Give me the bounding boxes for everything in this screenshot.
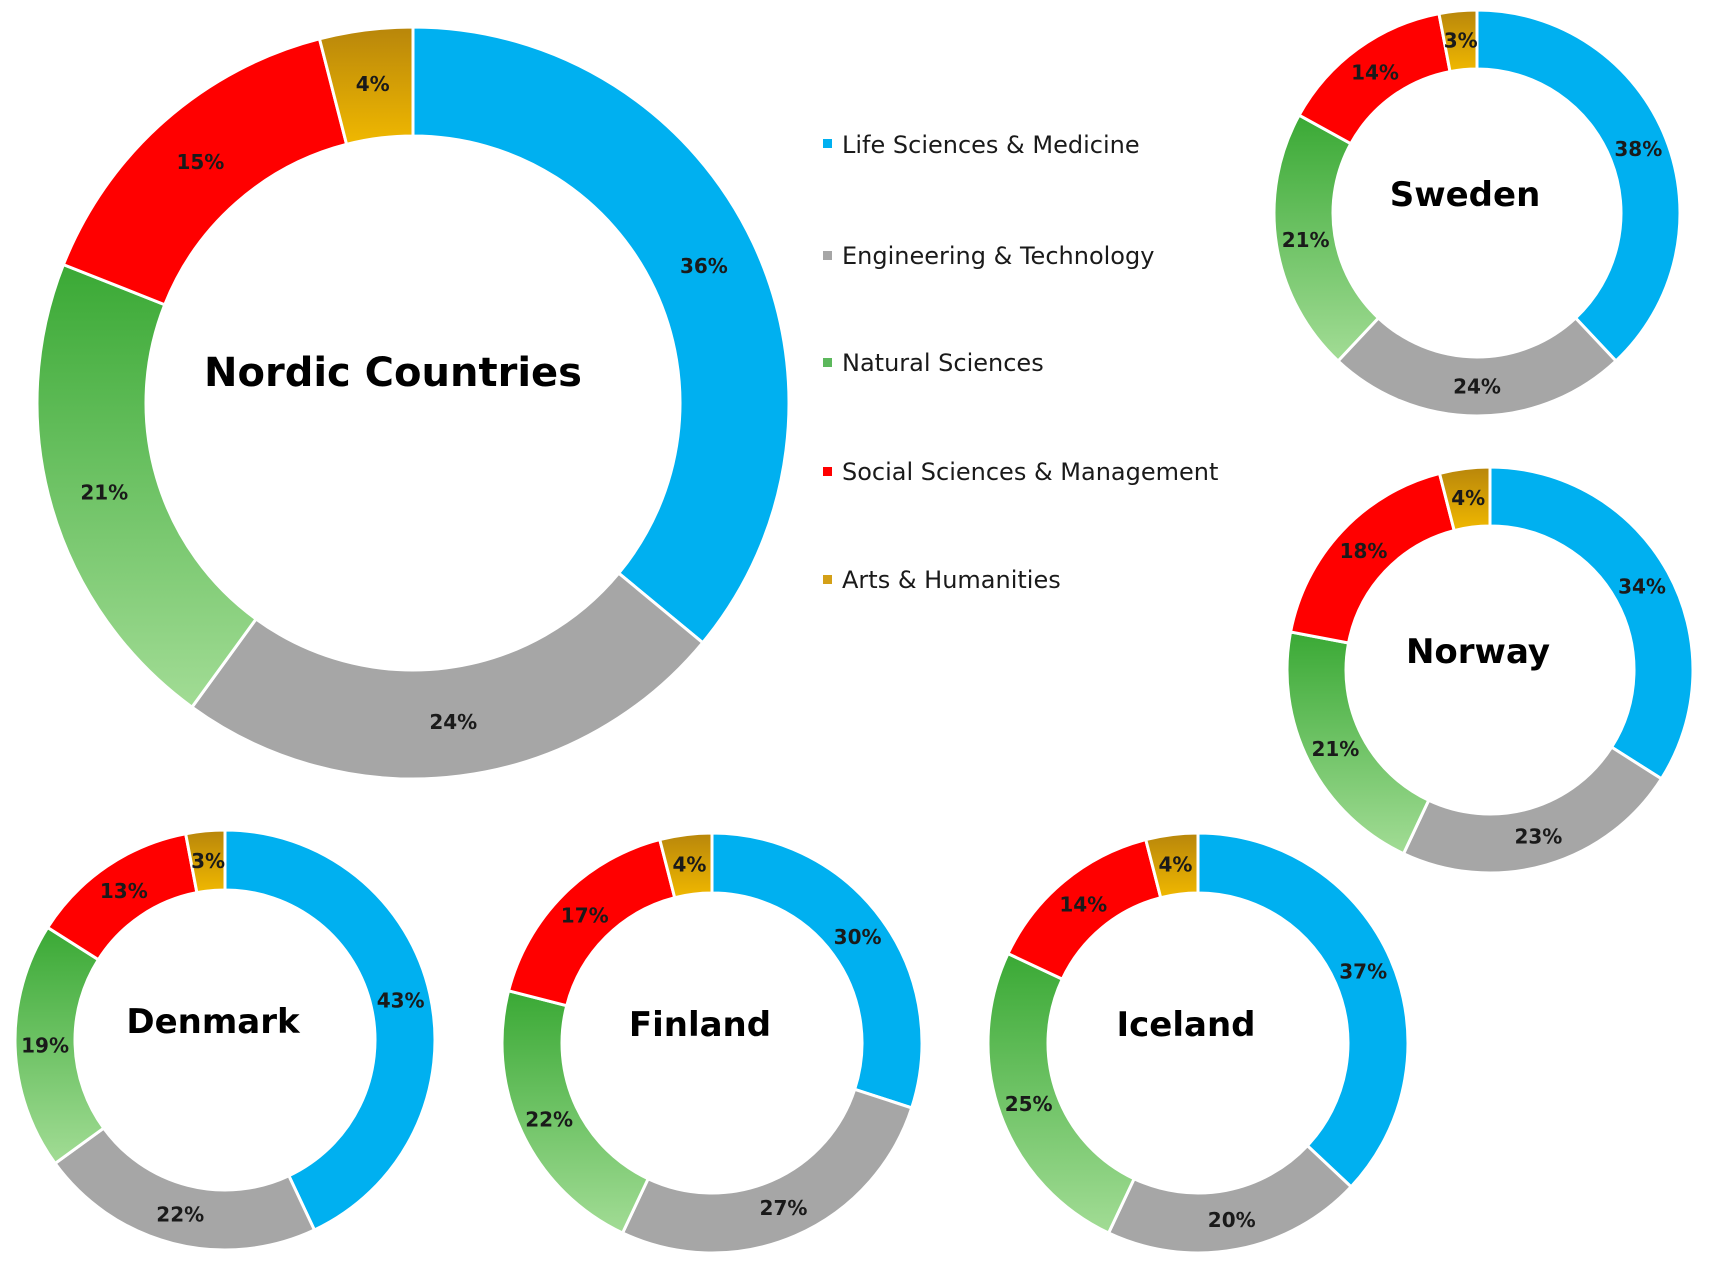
legend-swatch-life-sciences (823, 139, 832, 148)
slice-finland-arts-humanities (657, 831, 714, 900)
slice-label-sweden-arts-humanities: 3% (1444, 28, 1478, 52)
donut-sweden: 38% 24% 21% 14% 3% Sweden (1272, 8, 1682, 418)
donut-title-norway: Norway (1406, 632, 1550, 672)
legend-label-social-sciences: Social Sciences & Management (842, 458, 1218, 486)
donut-title-nordic-countries: Nordic Countries (204, 350, 582, 396)
slice-label-iceland-natural-sciences: 25% (1005, 1092, 1053, 1116)
slice-label-iceland-life-sciences: 37% (1339, 960, 1387, 984)
donut-iceland: 37% 20% 25% 14% 4% Iceland (986, 831, 1410, 1255)
slice-nordic-countries-life-sciences (411, 25, 791, 645)
slice-label-nordic-countries-social-sciences: 15% (176, 150, 224, 174)
legend-swatch-arts-humanities (823, 575, 832, 584)
slice-label-norway-natural-sciences: 21% (1311, 737, 1359, 761)
slice-nordic-countries-natural-sciences (35, 262, 259, 710)
slice-denmark-engineering (53, 1126, 317, 1252)
donut-nordic-countries: 36% 24% 21% 15% 4% Nordic Countries (35, 25, 791, 781)
donut-finland: 30% 27% 22% 17% 4% Finland (500, 831, 924, 1255)
slice-label-finland-engineering: 27% (760, 1196, 808, 1220)
slice-label-finland-life-sciences: 30% (834, 925, 882, 949)
legend-label-life-sciences: Life Sciences & Medicine (842, 131, 1140, 159)
slice-label-iceland-arts-humanities: 4% (1158, 852, 1192, 876)
slice-label-nordic-countries-engineering: 24% (429, 710, 477, 734)
slice-label-denmark-social-sciences: 13% (100, 879, 148, 903)
donut-title-finland: Finland (629, 1005, 771, 1045)
slice-norway-life-sciences (1488, 465, 1695, 781)
slice-label-sweden-social-sciences: 14% (1351, 61, 1399, 85)
legend-label-engineering: Engineering & Technology (842, 242, 1154, 270)
legend-swatch-natural-sciences (823, 358, 832, 367)
slice-sweden-arts-humanities (1437, 8, 1479, 74)
slice-label-nordic-countries-arts-humanities: 4% (356, 72, 390, 96)
slice-label-denmark-engineering: 22% (156, 1202, 204, 1226)
slice-label-sweden-natural-sciences: 21% (1282, 228, 1330, 252)
slice-label-denmark-natural-sciences: 19% (21, 1034, 69, 1058)
donut-title-sweden: Sweden (1390, 175, 1541, 215)
slice-label-iceland-engineering: 20% (1208, 1208, 1256, 1232)
legend-label-arts-humanities: Arts & Humanities (842, 566, 1061, 594)
legend-swatch-social-sciences (823, 467, 832, 476)
slice-denmark-arts-humanities (183, 828, 227, 895)
slice-label-denmark-arts-humanities: 3% (191, 849, 225, 873)
slice-label-finland-social-sciences: 17% (561, 904, 609, 928)
slice-denmark-life-sciences (223, 828, 437, 1233)
slice-label-norway-engineering: 23% (1514, 825, 1562, 849)
legend-label-natural-sciences: Natural Sciences (842, 349, 1044, 377)
slice-norway-arts-humanities (1437, 465, 1492, 533)
slice-label-finland-natural-sciences: 22% (525, 1108, 573, 1132)
legend: Life Sciences & Medicine Engineering & T… (823, 131, 1218, 594)
slice-norway-engineering (1401, 745, 1664, 875)
slice-label-finland-arts-humanities: 4% (672, 852, 706, 876)
slice-finland-life-sciences (710, 831, 924, 1110)
legend-swatch-engineering (823, 251, 832, 260)
slice-label-iceland-social-sciences: 14% (1059, 892, 1107, 916)
slice-sweden-life-sciences (1475, 8, 1682, 364)
slice-nordic-countries-engineering (189, 571, 705, 781)
slice-nordic-countries-arts-humanities (317, 25, 415, 147)
slice-label-sweden-engineering: 24% (1453, 375, 1501, 399)
slice-label-norway-life-sciences: 34% (1618, 574, 1666, 598)
donut-denmark: 43% 22% 19% 13% 3% Denmark (13, 828, 437, 1252)
slice-finland-natural-sciences (500, 988, 651, 1236)
slice-label-nordic-countries-natural-sciences: 21% (80, 481, 128, 505)
slice-iceland-arts-humanities (1143, 831, 1200, 900)
donut-group: 36% 24% 21% 15% 4% Nordic Countries 38% 24% 21% 1… (13, 8, 1695, 1255)
slice-label-norway-arts-humanities: 4% (1451, 486, 1485, 510)
slice-label-norway-social-sciences: 18% (1340, 539, 1388, 563)
donut-title-iceland: Iceland (1116, 1005, 1255, 1045)
slice-iceland-engineering (1106, 1143, 1354, 1255)
donut-title-denmark: Denmark (126, 1002, 301, 1042)
donut-norway: 34% 23% 21% 18% 4% Norway (1285, 465, 1695, 875)
slice-finland-engineering (620, 1087, 914, 1255)
slice-label-nordic-countries-life-sciences: 36% (680, 254, 728, 278)
slice-iceland-life-sciences (1196, 831, 1410, 1189)
slice-sweden-engineering (1335, 315, 1619, 418)
slice-label-sweden-life-sciences: 38% (1614, 137, 1662, 161)
slice-label-denmark-life-sciences: 43% (377, 989, 425, 1013)
